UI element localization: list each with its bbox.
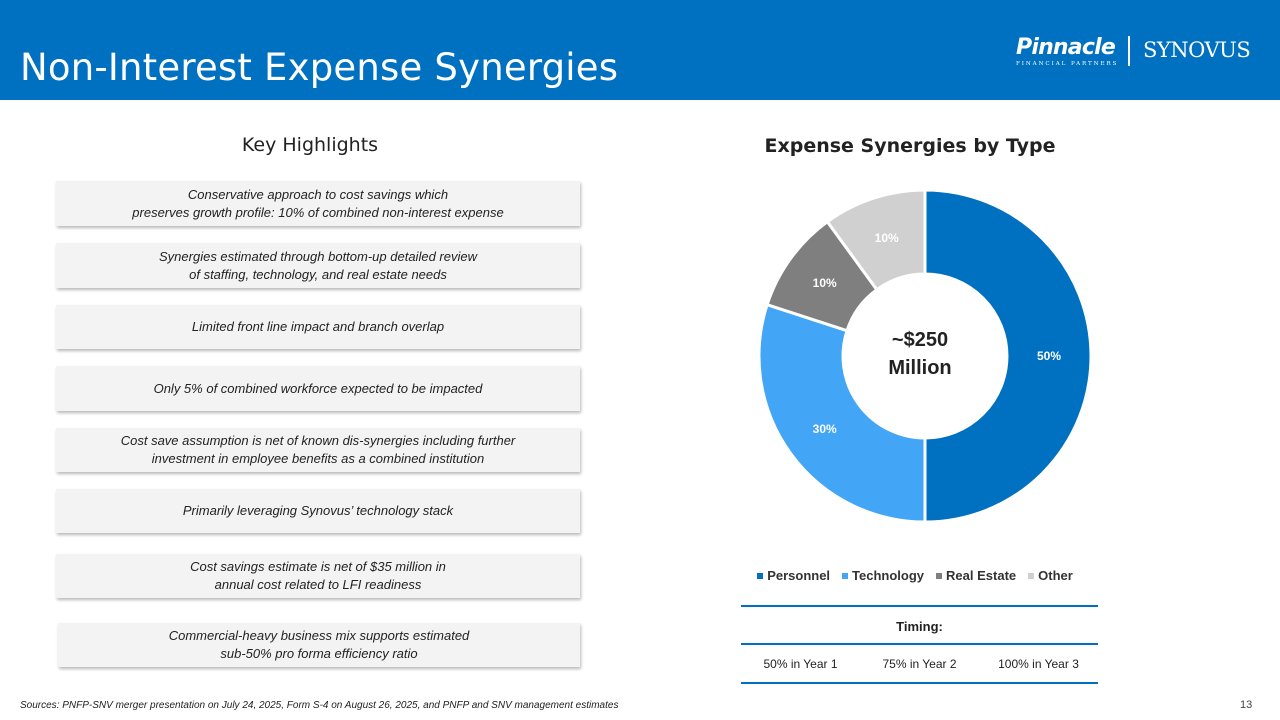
donut-chart: 50% 30% 10% 10% ~$250 Million — [757, 188, 1093, 524]
timing-year-1: 50% in Year 1 — [763, 657, 838, 671]
pinnacle-logo-subtitle: FINANCIAL PARTNERS — [1016, 61, 1119, 67]
highlight-box-3: Limited front line impact and branch ove… — [56, 305, 580, 349]
timing-bottom-rule — [741, 682, 1098, 684]
logo-divider — [1128, 36, 1130, 66]
highlight-text-4: Only 5% of combined workforce expected t… — [153, 380, 483, 396]
legend-label-technology: Technology — [852, 568, 925, 583]
highlight-box-8: Commercial-heavy business mix supports e… — [58, 623, 580, 667]
legend-swatch-personnel — [757, 572, 764, 579]
timing-top-rule — [741, 605, 1098, 607]
highlight-text-3: Limited front line impact and branch ove… — [191, 319, 445, 334]
donut-label-real-estate: 10% — [813, 276, 837, 290]
legend-item-personnel: Personnel — [757, 568, 830, 583]
timing-label: Timing: — [896, 619, 943, 634]
donut-slice-technology — [757, 302, 927, 524]
highlight-text-8: Commercial-heavy business mix supports e… — [168, 628, 470, 661]
timing-year-2: 75% in Year 2 — [882, 657, 957, 671]
highlight-text-7: Cost savings estimate is net of $35 mill… — [190, 559, 446, 592]
donut-slice-other — [825, 188, 927, 292]
center-label-unit: Million — [888, 357, 951, 379]
legend-label-real-estate: Real Estate — [946, 568, 1017, 583]
legend-swatch-technology — [842, 572, 849, 579]
donut-label-other: 10% — [875, 231, 899, 245]
timing-middle-rule — [741, 643, 1098, 645]
page-number: 13 — [1240, 699, 1253, 711]
key-highlights-title: Key Highlights — [241, 134, 379, 156]
highlight-text-2: Synergies estimated through bottom-up de… — [159, 248, 477, 282]
synovus-logo: SYNOVUS — [1143, 38, 1251, 62]
legend-swatch-other — [1028, 572, 1035, 579]
highlight-text-5: Cost save assumption is net of known dis… — [120, 433, 516, 466]
legend-label-other: Other — [1038, 568, 1073, 583]
legend-item-real-estate: Real Estate — [936, 568, 1016, 583]
highlight-box-2: Synergies estimated through bottom-up de… — [56, 243, 580, 288]
pinnacle-logo: Pinnacle FINANCIAL PARTNERS — [1016, 35, 1119, 68]
highlight-box-1: Conservative approach to cost savings wh… — [56, 181, 580, 226]
donut-label-personnel: 50% — [1037, 349, 1061, 363]
sources-footnote: Sources: PNFP-SNV merger presentation on… — [20, 700, 619, 711]
chart-title: Expense Synergies by Type — [764, 135, 1056, 157]
header-bar: Non-Interest Expense Synergies Pinnacle … — [0, 0, 1280, 100]
donut-slice-personnel — [923, 188, 1093, 524]
highlight-box-4: Only 5% of combined workforce expected t… — [56, 366, 580, 411]
highlight-box-6: Primarily leveraging Synovus’ technology… — [56, 489, 580, 533]
highlight-text-1: Conservative approach to cost savings wh… — [132, 186, 504, 220]
donut-label-technology: 30% — [813, 422, 837, 436]
legend-label-personnel: Personnel — [767, 568, 831, 583]
legend-item-other: Other — [1028, 568, 1073, 583]
chart-legend: Personnel Technology Real Estate Other — [730, 568, 1100, 583]
highlight-box-5: Cost save assumption is net of known dis… — [56, 428, 580, 472]
highlight-text-6: Primarily leveraging Synovus’ technology… — [182, 503, 454, 518]
page-title: Non-Interest Expense Synergies — [20, 46, 619, 89]
legend-swatch-real-estate — [936, 572, 943, 579]
pinnacle-logo-name: Pinnacle — [1016, 35, 1116, 60]
legend-item-technology: Technology — [842, 568, 924, 583]
timing-year-3: 100% in Year 3 — [998, 657, 1079, 671]
center-label-amount: ~$250 — [892, 329, 948, 351]
highlight-box-7: Cost savings estimate is net of $35 mill… — [56, 554, 580, 598]
